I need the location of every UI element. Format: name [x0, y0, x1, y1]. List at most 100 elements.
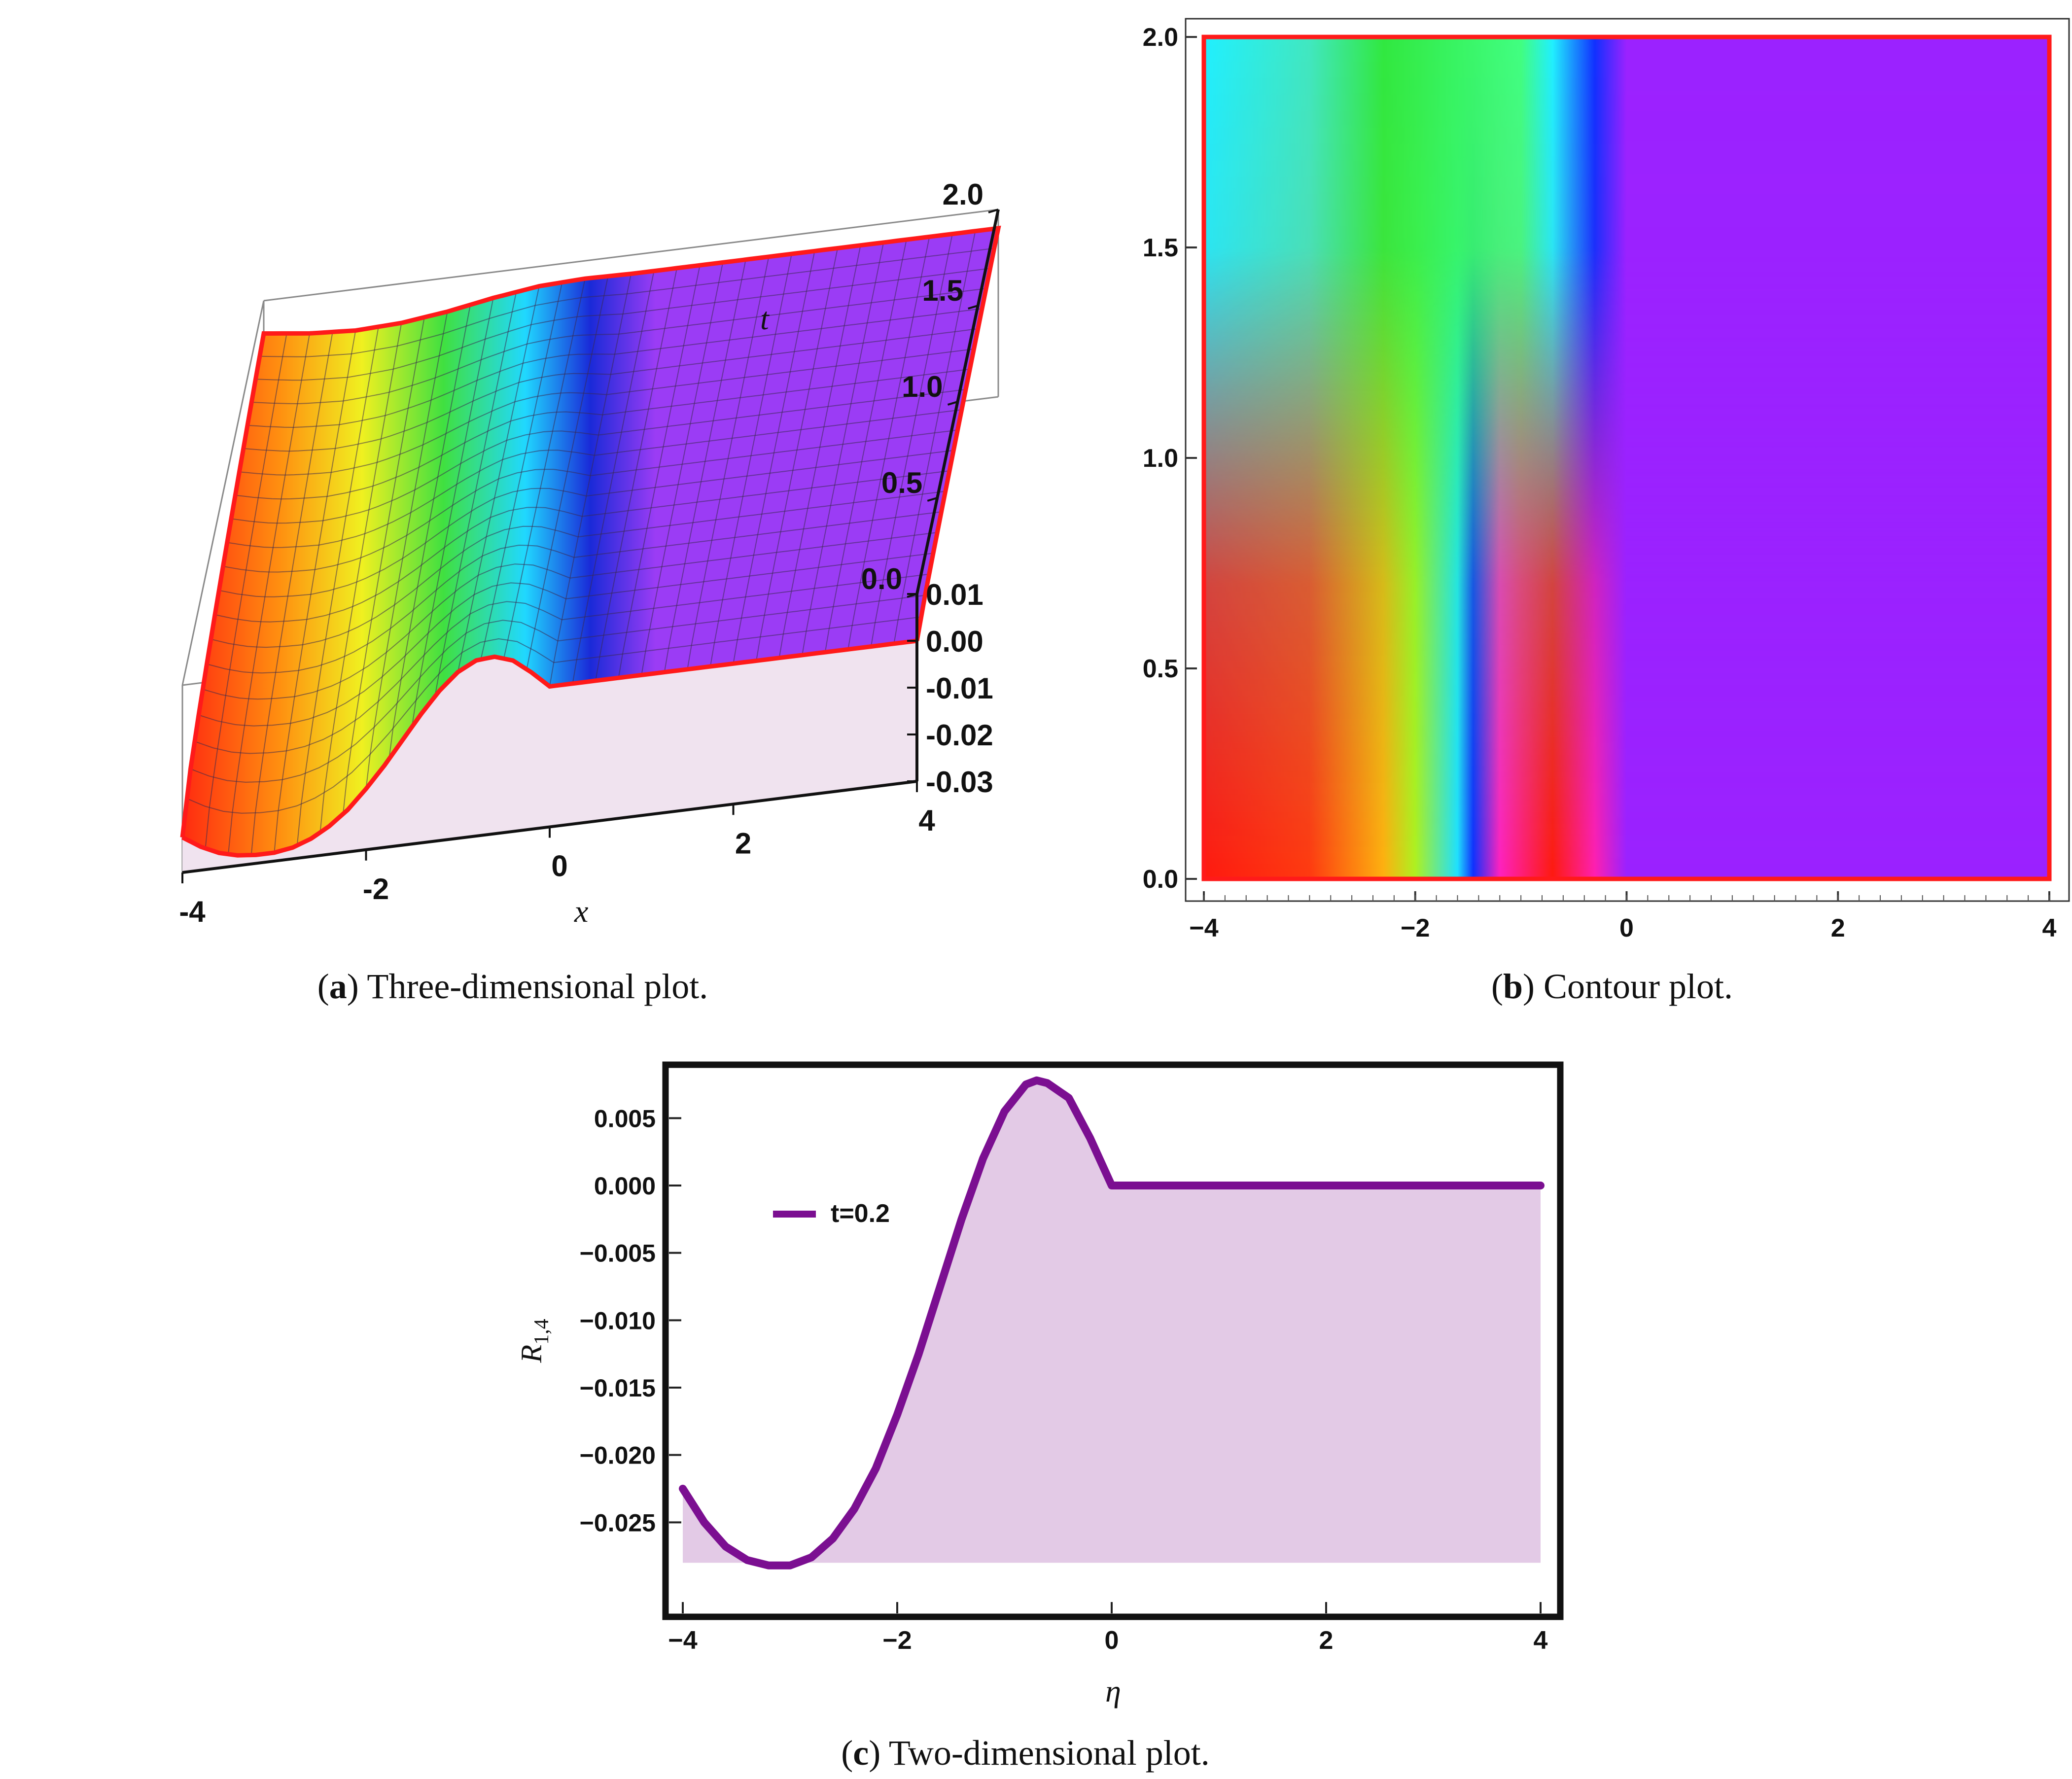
z-tick-label: -0.01: [926, 672, 993, 705]
y-tick-label: −0.005: [580, 1240, 656, 1267]
grid-line-x: [893, 231, 976, 644]
box-edge: [263, 209, 999, 302]
grid-line-x: [411, 298, 494, 727]
grid-line-x: [595, 268, 678, 681]
panel-a-3d-plot: -4 -2 0 2 4 0.01 0.00 -0.01 -0.02 -0.03 0.0 0.5 1.0 1…: [179, 178, 1001, 1006]
axis-ticks: 0.005 0.000 −0.005 −0.010 −0.015 −0.020 −0.025…: [580, 1105, 1548, 1655]
grid-line-x: [365, 312, 448, 789]
grid-line-x: [733, 251, 815, 664]
caption-a: (a) Three-dimensional plot.: [317, 967, 708, 1006]
x-tick-label: 4: [918, 804, 935, 837]
grid-line-x: [342, 317, 425, 814]
x-tick-label: -2: [363, 872, 389, 906]
heatmap-boundary: [1201, 35, 2052, 881]
x-axis-label: x: [574, 894, 588, 929]
grid-line-x: [641, 262, 724, 675]
grid-line-x: [549, 274, 632, 687]
x-tick-label: 0: [1105, 1626, 1119, 1655]
grid-line-x: [228, 333, 311, 854]
t-tick-label: 1.0: [902, 370, 943, 403]
x-tick-label: −2: [882, 1626, 912, 1655]
series-line-t0.2: [679, 1076, 1545, 1570]
axes: -4 -2 0 2 4 0.01 0.00 -0.01 -0.02 -0.03 0.0 0.5 1.0 1…: [179, 178, 1000, 928]
y-axis-label: R1,4: [515, 1319, 553, 1363]
y-tick-label: 1.0: [1143, 444, 1178, 473]
grid-line-x: [434, 292, 517, 697]
legend-label: t=0.2: [831, 1199, 890, 1228]
y-axis-label-main: R: [515, 1345, 548, 1363]
grid-line-x: [319, 322, 402, 833]
grid-line-x: [480, 282, 563, 660]
grid-line-x: [618, 265, 701, 678]
y-tick-label: 0.005: [594, 1105, 656, 1132]
caption-b-text: ) Contour plot.: [1523, 967, 1733, 1006]
grid-line-x: [274, 330, 356, 853]
y-tick-label: −0.015: [580, 1374, 656, 1402]
y-tick-label: 0.000: [594, 1172, 656, 1200]
caption-c: (c) Two-dimensional plot.: [841, 1733, 1210, 1773]
grid-line-x: [802, 242, 884, 656]
x-tick-label: −4: [668, 1626, 697, 1655]
y-axis-label-sub: 1,4: [530, 1319, 553, 1345]
t-tick-mark: [968, 305, 979, 310]
z-tick-label: 0.00: [926, 625, 983, 658]
caption-b: (b) Contour plot.: [1491, 967, 1733, 1006]
z-tick-label: -0.03: [926, 766, 993, 799]
grid-line-x: [457, 286, 540, 672]
grid-line-x: [388, 305, 471, 759]
panel-b-contour-plot: −4 −2 0 2 4 0.0 0.5 1.0 1.5 2.0 (b) Contour plot.: [1143, 18, 2070, 1006]
x-tick-label: −4: [1189, 914, 1218, 942]
x-tick-label: 0: [551, 850, 567, 883]
axis-ticks: −4 −2 0 2 4 0.0 0.5 1.0 1.5 2.0: [1143, 23, 2057, 942]
legend: t=0.2: [773, 1199, 890, 1228]
surface-curtain: [182, 641, 917, 872]
grid-line-x: [664, 259, 746, 672]
caption-b-letter: b: [1503, 967, 1523, 1006]
y-tick-label: −0.010: [580, 1307, 656, 1334]
caption-c-letter: c: [853, 1733, 869, 1773]
grid-line-x: [687, 256, 770, 669]
x-tick-label: 2: [1319, 1626, 1334, 1655]
y-tick-label: −0.020: [580, 1442, 656, 1469]
box-edge: [181, 300, 265, 686]
grid-line-x: [572, 271, 655, 684]
y-tick-label: 2.0: [1143, 23, 1178, 52]
grid-line-x: [778, 245, 861, 658]
grid-line-x: [250, 332, 333, 855]
grid-line-x: [709, 253, 792, 667]
x-tick-label: -4: [179, 895, 206, 928]
x-axis-label: η: [1105, 1674, 1121, 1709]
grid-line-x: [870, 234, 953, 647]
surface-mesh: [182, 228, 998, 856]
t-tick-mark: [947, 401, 958, 406]
surface-front-edge: [181, 638, 917, 858]
grid-line-x: [824, 239, 907, 653]
panel-c-2d-plot: 0.005 0.000 −0.005 −0.010 −0.015 −0.020 −0.025…: [515, 1061, 1564, 1773]
t-tick-mark: [927, 497, 938, 502]
x-tick-label: 4: [1534, 1626, 1548, 1655]
y-tick-label: −0.025: [580, 1509, 656, 1536]
x-tick-label: 2: [1831, 914, 1845, 942]
t-tick-mark: [988, 209, 999, 213]
t-tick-label: 0.0: [861, 562, 902, 595]
caption-a-letter: a: [329, 967, 347, 1006]
caption-a-text: ) Three-dimensional plot.: [347, 967, 708, 1006]
y-tick-label: 0.5: [1143, 655, 1178, 683]
surface-back-edge: [180, 225, 1001, 838]
y-tick-label: 1.5: [1143, 234, 1178, 262]
grid-line-x: [503, 278, 586, 659]
area-fill: [683, 1080, 1541, 1566]
y-tick-label: 0.0: [1143, 865, 1178, 894]
z-tick-label: -0.02: [926, 719, 993, 752]
z-tick-label: 0.01: [926, 578, 983, 611]
x-tick-label: 2: [735, 827, 751, 860]
x-tick-label: 0: [1619, 914, 1634, 942]
t-tick-label: 2.0: [943, 178, 983, 211]
grid-line-x: [526, 276, 609, 670]
t-tick-mark: [907, 593, 917, 598]
grid-line-x: [296, 326, 379, 846]
grid-line-x: [205, 333, 287, 849]
x-tick-label: 4: [2042, 914, 2057, 942]
surface-grid: [182, 228, 999, 856]
